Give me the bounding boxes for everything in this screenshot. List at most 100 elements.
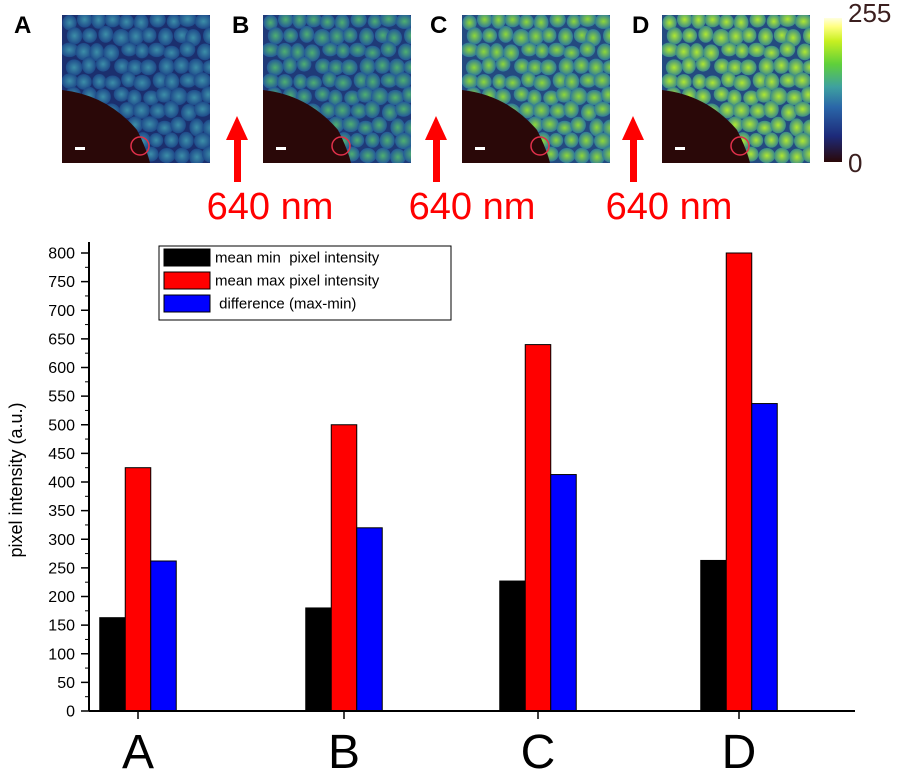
- cell: [194, 15, 210, 29]
- cell: [713, 86, 730, 102]
- cell: [62, 42, 79, 58]
- cell: [293, 74, 308, 90]
- cell: [803, 27, 810, 45]
- cell: [797, 43, 810, 61]
- cell: [749, 15, 766, 28]
- laser-arrows: 640 nm 640 nm 640 nm: [207, 116, 732, 228]
- cell: [752, 72, 768, 89]
- cell: [98, 25, 114, 43]
- cell: [740, 116, 759, 133]
- cell: [364, 45, 381, 60]
- cell: [675, 74, 692, 90]
- cell: [704, 15, 721, 28]
- cell: [185, 89, 203, 106]
- cell: [774, 147, 790, 163]
- arrow-up-icon: [226, 116, 248, 140]
- cell: [380, 41, 397, 57]
- cell: [570, 116, 586, 134]
- cell: [712, 29, 730, 47]
- cell: [721, 42, 738, 57]
- cell: [148, 42, 166, 58]
- cell: [721, 71, 736, 88]
- cell: [371, 116, 387, 134]
- cell: [540, 59, 557, 76]
- cell: [334, 74, 352, 91]
- cell: [374, 57, 391, 74]
- cell: [333, 101, 351, 119]
- bar: [305, 607, 332, 712]
- cell: [263, 42, 280, 58]
- cell: [758, 148, 776, 163]
- cell: [290, 43, 305, 62]
- panel-letter: C: [430, 12, 447, 39]
- cell: [534, 43, 549, 59]
- arrow-up-icon: [425, 116, 447, 140]
- arrow-up-icon: [622, 116, 644, 140]
- cell: [127, 59, 143, 76]
- cell: [563, 100, 579, 119]
- x-category-label: D: [722, 726, 757, 773]
- cell: [350, 15, 367, 28]
- cell: [521, 71, 536, 88]
- colorbar-gradient: [824, 18, 842, 162]
- cell: [527, 59, 543, 76]
- cell: [371, 87, 389, 106]
- cell: [543, 90, 560, 106]
- cell: [527, 89, 542, 107]
- cell: [704, 75, 721, 90]
- cell: [359, 57, 376, 76]
- cell: [277, 15, 294, 28]
- cell: [758, 57, 775, 76]
- cell: [548, 42, 566, 58]
- y-tick-label: 0: [66, 704, 75, 721]
- cell: [514, 58, 530, 74]
- cell: [267, 27, 284, 45]
- cell: [403, 119, 411, 137]
- cell: [328, 89, 343, 107]
- cell: [75, 42, 92, 61]
- cell: [356, 86, 374, 103]
- bar: [550, 474, 577, 712]
- cell: [800, 86, 810, 103]
- cell: [466, 27, 483, 45]
- cell: [698, 25, 714, 43]
- cell: [763, 100, 779, 119]
- cell: [158, 148, 176, 163]
- cell: [350, 103, 368, 119]
- cell: [719, 102, 736, 119]
- cell: [573, 57, 590, 74]
- cell: [691, 15, 706, 29]
- cell: [75, 74, 92, 90]
- cell: [133, 74, 151, 91]
- cell: [164, 73, 180, 91]
- scale-bar: [675, 147, 685, 150]
- cell: [695, 56, 711, 72]
- cell: [558, 27, 573, 46]
- cell: [364, 100, 380, 119]
- dark-region: [462, 90, 550, 163]
- cell: [132, 101, 150, 119]
- scale-bar: [475, 147, 485, 150]
- cell: [305, 15, 322, 28]
- y-tick-label: 650: [48, 331, 75, 348]
- cell: [305, 75, 322, 90]
- cell: [357, 120, 374, 135]
- cell: [489, 43, 504, 62]
- cell: [589, 148, 605, 163]
- cell: [163, 45, 180, 60]
- cell: [193, 72, 210, 89]
- laser-arrow-2: 640 nm: [409, 116, 535, 228]
- laser-label: 640 nm: [207, 186, 334, 228]
- roi-circle: [730, 136, 750, 156]
- cell: [481, 56, 496, 74]
- cell: [476, 15, 493, 28]
- cell: [764, 132, 779, 148]
- cell: [282, 56, 297, 74]
- cell: [727, 89, 742, 107]
- cell: [202, 119, 210, 137]
- cell: [763, 45, 780, 60]
- cell: [733, 74, 751, 91]
- bar: [124, 467, 152, 712]
- cell: [603, 27, 610, 45]
- cell: [350, 133, 365, 148]
